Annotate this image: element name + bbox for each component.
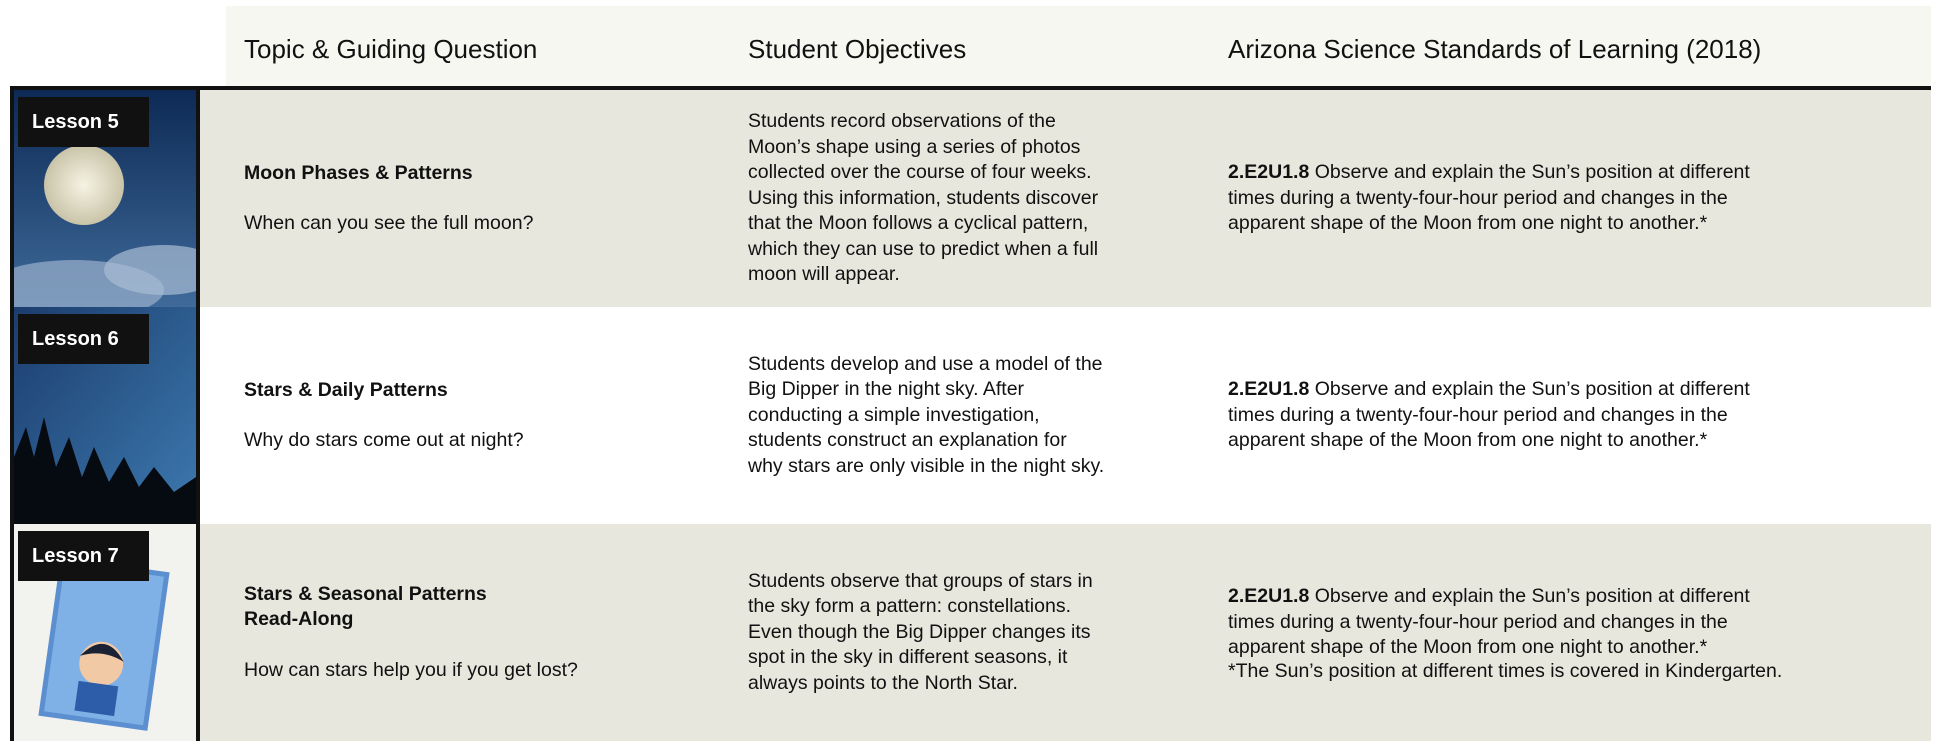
standard-line: apparent shape of the Moon from one nigh… xyxy=(1228,635,1928,661)
objective-line: which they can use to predict when a ful… xyxy=(748,237,1099,260)
standard-text: times during a twenty-four-hour period a… xyxy=(1228,403,1728,426)
objective-line: Students observe that groups of stars in xyxy=(748,569,1093,592)
objective-line: Using this information, students discove… xyxy=(748,186,1099,209)
objective-line: Even though the Big Dipper changes its xyxy=(748,620,1091,643)
objective-cell: Students observe that groups of stars in… xyxy=(748,524,1218,741)
standard-text: apparent shape of the Moon from one nigh… xyxy=(1228,212,1708,235)
standard-line: times during a twenty-four-hour period a… xyxy=(1228,186,1928,212)
topic-title: Read-Along xyxy=(244,608,354,631)
objective-cell: Students record observations of the Moon’… xyxy=(748,90,1218,307)
objective-line: moon will appear. xyxy=(748,263,900,286)
topic-cell: Stars & Daily Patterns Why do stars come … xyxy=(244,307,714,524)
standard-line: times during a twenty-four-hour period a… xyxy=(1228,403,1928,429)
standard-line: times during a twenty-four-hour period a… xyxy=(1228,610,1928,636)
topic-cell: Stars & Seasonal Patterns Read-Along How c… xyxy=(244,524,714,741)
standard-cell: 2.E2U1.8 Observe and explain the Sun’s p… xyxy=(1228,307,1928,524)
standard-code: 2.E2U1.8 xyxy=(1228,585,1310,608)
objective-line: Moon’s shape using a series of photos xyxy=(748,135,1081,158)
lesson-image: Lesson 6 xyxy=(10,307,200,524)
standard-text: times during a twenty-four-hour period a… xyxy=(1228,610,1728,633)
objective-line: why stars are only visible in the night … xyxy=(748,454,1105,477)
lesson-table: Lesson 5 Moon Phases & Patterns When can y… xyxy=(10,86,1931,741)
standard-text: Observe and explain the Sun’s position a… xyxy=(1314,585,1750,608)
guiding-question: How can stars help you if you get lost? xyxy=(244,658,578,681)
lesson-image: Lesson 7 xyxy=(10,524,200,741)
topic-cell: Moon Phases & Patterns When can you see t… xyxy=(244,90,714,307)
standard-cell: 2.E2U1.8 Observe and explain the Sun’s p… xyxy=(1228,524,1928,741)
objective-line: collected over the course of four weeks. xyxy=(748,161,1092,184)
topic-title: Stars & Daily Patterns xyxy=(244,378,448,401)
lesson-label: Lesson 7 xyxy=(18,531,149,581)
header-band: Topic & Guiding Question Student Objecti… xyxy=(226,6,1931,86)
standard-text: times during a twenty-four-hour period a… xyxy=(1228,186,1728,209)
guiding-question: Why do stars come out at night? xyxy=(244,429,524,451)
objective-cell: Students develop and use a model of the B… xyxy=(748,307,1218,524)
topic-title: Stars & Seasonal Patterns xyxy=(244,582,487,605)
objective-line: spot in the sky in different seasons, it xyxy=(748,646,1068,669)
column-header: Topic & Guiding Question xyxy=(244,34,538,64)
footnote: *The Sun’s position at different times i… xyxy=(1228,659,1783,682)
lesson-row: Lesson 7 Stars & Seasonal Patterns Read-Al… xyxy=(10,524,1931,741)
lesson-row: Lesson 5 Moon Phases & Patterns When can y… xyxy=(10,90,1931,307)
lesson-label: Lesson 6 xyxy=(18,314,149,364)
standard-text: apparent shape of the Moon from one nigh… xyxy=(1228,429,1708,452)
objective-line: Students develop and use a model of the xyxy=(748,352,1103,375)
standard-text: apparent shape of the Moon from one nigh… xyxy=(1228,636,1708,659)
standard-code: 2.E2U1.8 xyxy=(1228,378,1310,401)
standard-code: 2.E2U1.8 xyxy=(1228,161,1310,184)
lesson-image: Lesson 5 xyxy=(10,90,200,307)
standard-line: apparent shape of the Moon from one nigh… xyxy=(1228,428,1928,454)
objective-line: the sky form a pattern: constellations. xyxy=(748,595,1071,618)
objective-line: Students record observations of the xyxy=(748,110,1056,133)
objective-line: students construct an explanation for xyxy=(748,429,1067,452)
standard-text: Observe and explain the Sun’s position a… xyxy=(1314,161,1750,184)
column-header: Student Objectives xyxy=(748,34,967,64)
standard-line: 2.E2U1.8 Observe and explain the Sun’s p… xyxy=(1228,160,1928,186)
standard-line: 2.E2U1.8 Observe and explain the Sun’s p… xyxy=(1228,377,1928,403)
objective-line: always points to the North Star. xyxy=(748,671,1018,694)
standard-line: 2.E2U1.8 Observe and explain the Sun’s p… xyxy=(1228,584,1928,610)
guiding-question: When can you see the full moon? xyxy=(244,212,534,234)
lesson-row: Lesson 6 Stars & Daily Patterns Why do sta… xyxy=(10,307,1931,524)
column-header: Arizona Science Standards of Learning (2… xyxy=(1228,34,1762,64)
standard-text: Observe and explain the Sun’s position a… xyxy=(1314,378,1750,401)
lesson-label: Lesson 5 xyxy=(18,97,149,147)
standard-cell: 2.E2U1.8 Observe and explain the Sun’s p… xyxy=(1228,90,1928,307)
topic-title: Moon Phases & Patterns xyxy=(244,161,473,184)
objective-line: that the Moon follows a cyclical pattern… xyxy=(748,212,1089,235)
objective-line: conducting a simple investigation, xyxy=(748,403,1040,426)
standard-line: apparent shape of the Moon from one nigh… xyxy=(1228,211,1928,237)
objective-line: Big Dipper in the night sky. After xyxy=(748,378,1025,401)
